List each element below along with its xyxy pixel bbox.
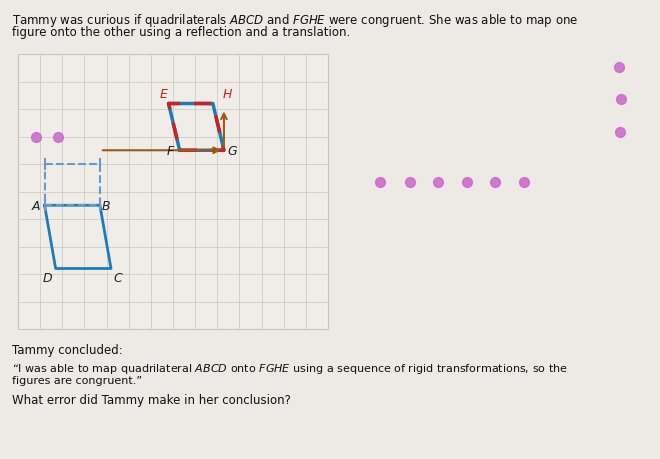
Point [519, 179, 529, 186]
Text: Tammy concluded:: Tammy concluded: [12, 343, 123, 356]
Point [490, 179, 500, 186]
Point [375, 179, 385, 186]
Text: A: A [32, 199, 40, 212]
Text: H: H [223, 88, 232, 101]
Point [614, 129, 625, 136]
Text: E: E [160, 88, 168, 101]
Point [30, 134, 41, 141]
Text: G: G [228, 145, 238, 157]
Text: figure onto the other using a reflection and a translation.: figure onto the other using a reflection… [12, 26, 350, 39]
Text: “I was able to map quadrilateral $ABCD$ onto $FGHE$ using a sequence of rigid tr: “I was able to map quadrilateral $ABCD$ … [12, 361, 568, 375]
Bar [18, 55, 328, 329]
Text: B: B [102, 199, 111, 212]
Text: C: C [113, 272, 121, 285]
Text: figures are congruent.”: figures are congruent.” [12, 375, 142, 385]
Point [614, 64, 624, 72]
Point [616, 96, 626, 103]
Text: What error did Tammy make in her conclusion?: What error did Tammy make in her conclus… [12, 393, 291, 406]
Text: D: D [43, 272, 52, 285]
Point [462, 179, 473, 186]
Point [433, 179, 444, 186]
Text: Tammy was curious if quadrilaterals $ABCD$ and $FGHE$ were congruent. She was ab: Tammy was curious if quadrilaterals $ABC… [12, 12, 578, 29]
Point [405, 179, 415, 186]
Point [53, 134, 63, 141]
Text: F: F [166, 145, 174, 157]
